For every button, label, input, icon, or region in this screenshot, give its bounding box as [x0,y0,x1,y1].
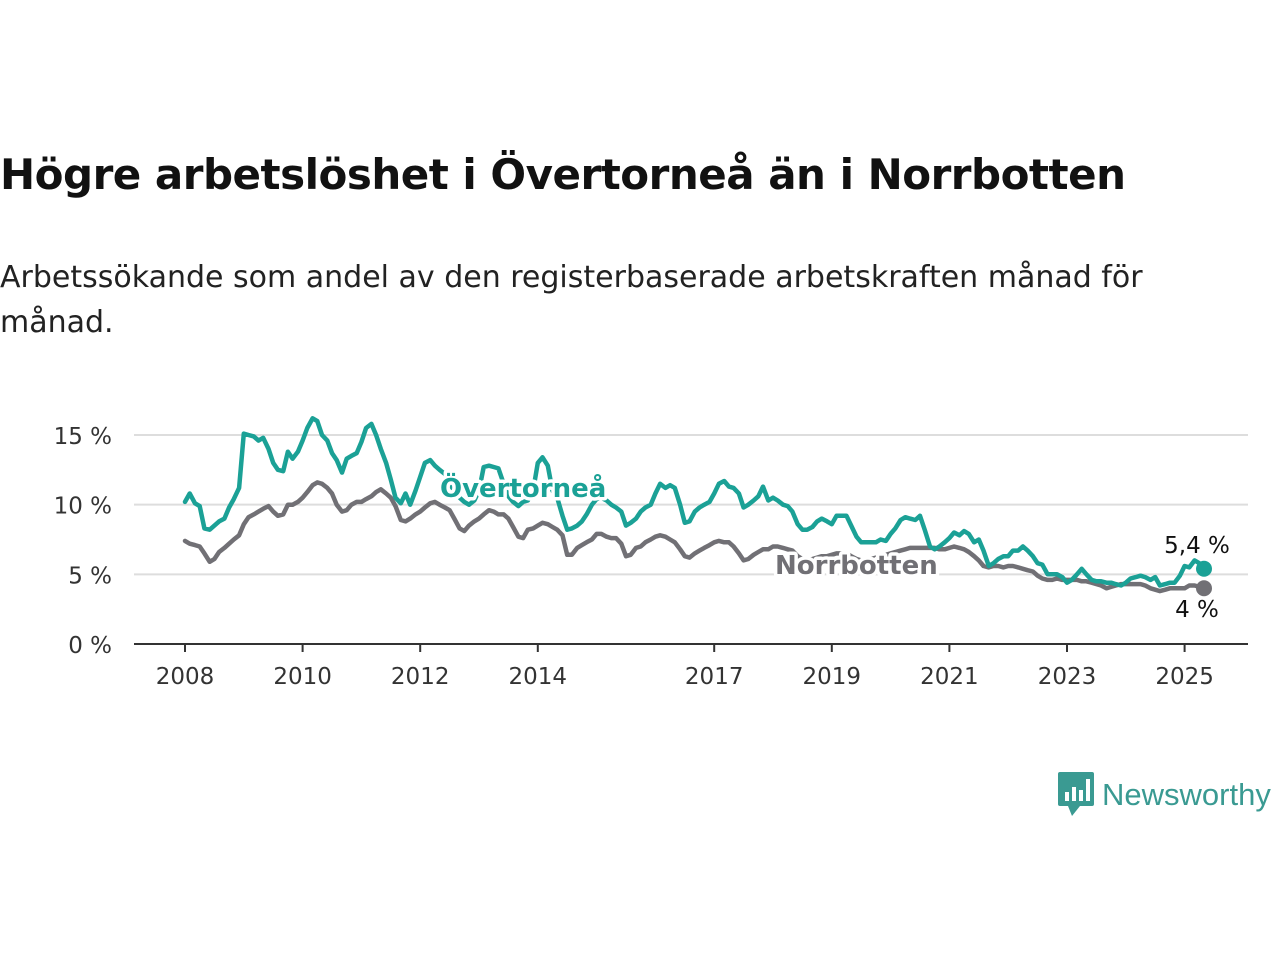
series-label-overtornea-text: Övertorneå [440,471,606,504]
series-end-marker [1196,560,1213,577]
newsworthy-logo: Newsworthy [1058,772,1271,818]
y-tick-label: 0 % [68,633,112,659]
end-label-overtornea-halo: 5,4 % [1164,533,1230,559]
series-line-overtornea [182,416,1207,588]
x-tick-label: 2014 [509,664,568,690]
end-label-overtornea: 5,4 %5,4 % [1161,530,1233,562]
series-lines [182,416,1213,597]
y-tick-label: 5 % [68,563,112,589]
x-tick-label: 2025 [1155,664,1214,690]
series-label-overtornea-halo: Övertorneå [440,471,606,504]
x-tick-label: 2023 [1038,664,1097,690]
x-tick-label: 2021 [920,664,979,690]
end-label-overtornea-text: 5,4 % [1164,533,1230,559]
line-chart: 0 % 5 % 10 % 15 % 2008 2010 2012 2014 2017 2019 20… [54,416,1248,690]
end-label-norrbotten-halo: 4 % [1175,597,1219,623]
series-label-norrbotten-halo: Norrbotten [775,551,938,581]
series-line-norrbotten [182,480,1207,594]
end-label-norrbotten: 4 %4 % [1172,594,1222,626]
x-tick-label: 2008 [156,664,215,690]
x-tick-label: 2012 [391,664,450,690]
x-tick-label: 2010 [273,664,332,690]
end-label-norrbotten-text: 4 % [1175,597,1219,623]
chart-subtitle: Arbetssökande som andel av den registerb… [0,260,1143,340]
grid-lines [134,434,1248,576]
y-tick-label: 15 % [54,424,112,450]
newsworthy-wordmark: Newsworthy [1102,777,1271,812]
x-tick-label: 2017 [685,664,744,690]
y-tick-label: 10 % [54,494,112,520]
series-label-norrbotten-text: Norrbotten [775,551,938,581]
newsworthy-bar-chart-icon [1058,772,1094,816]
chart-title: Högre arbetslöshet i Övertorneå än i Nor… [0,150,1126,199]
series-end-marker [1196,580,1213,597]
x-tick-label: 2019 [803,664,862,690]
axes: 0 % 5 % 10 % 15 % 2008 2010 2012 2014 2017 2019 20… [54,424,1248,690]
